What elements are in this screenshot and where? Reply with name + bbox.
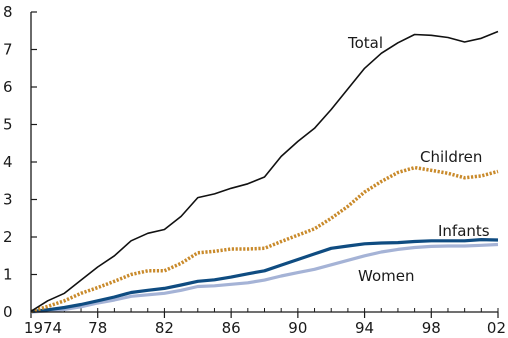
series-line-total: [30, 30, 499, 312]
axes: [30, 12, 498, 313]
series-line-children: [30, 165, 499, 314]
x-tick-label: 78: [88, 319, 107, 337]
y-axis-ticks: 0 1 2 3 4 5 6 7 8: [3, 3, 37, 321]
series-label-total: Total: [347, 34, 383, 52]
series-line-women: [30, 242, 499, 314]
y-tick-label: 8: [3, 3, 13, 21]
x-tick-label: 1974: [24, 319, 62, 337]
series-labels: Total Children Infants Women: [347, 34, 490, 285]
y-tick-label: 2: [3, 228, 13, 246]
series-label-women: Women: [358, 267, 414, 285]
y-tick-label: 0: [3, 303, 13, 321]
x-tick-label: 98: [422, 319, 441, 337]
x-axis-ticks: 1974 78 82 86 90 94 98 02: [24, 308, 506, 337]
y-tick-label: 6: [3, 78, 13, 96]
y-tick-label: 1: [3, 266, 13, 284]
series-line-infants: [30, 238, 499, 314]
y-tick-label: 7: [3, 41, 13, 59]
series-label-children: Children: [420, 148, 482, 166]
x-tick-label: 90: [288, 319, 307, 337]
series-lines: [30, 30, 499, 314]
x-tick-label: 02: [487, 319, 506, 337]
y-tick-label: 3: [3, 191, 13, 209]
y-tick-label: 5: [3, 116, 13, 134]
series-label-infants: Infants: [438, 222, 490, 240]
x-tick-label: 82: [155, 319, 174, 337]
y-tick-label: 4: [3, 153, 13, 171]
x-tick-label: 94: [355, 319, 374, 337]
x-tick-label: 86: [222, 319, 241, 337]
